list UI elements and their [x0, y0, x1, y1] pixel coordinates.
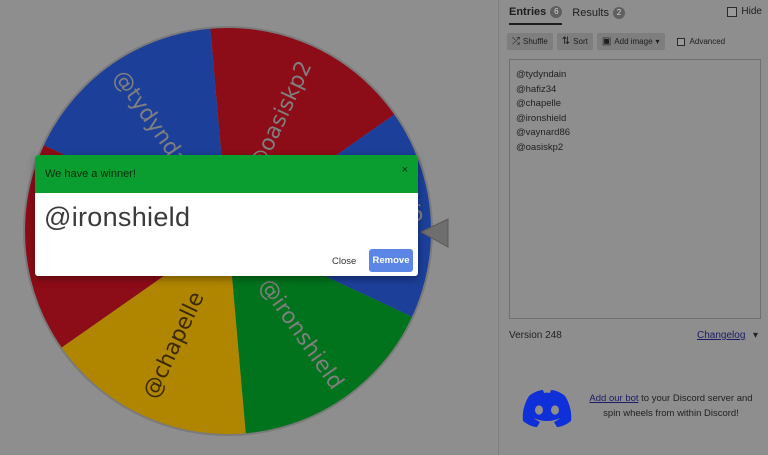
tab-results[interactable]: Results 2 — [572, 4, 625, 25]
shuffle-icon: ⤮ — [512, 36, 520, 47]
advanced-label: Advanced — [689, 37, 726, 46]
entries-count-badge: 6 — [550, 6, 563, 18]
hide-toggle[interactable]: Hide — [727, 6, 762, 17]
entry-item: @chapelle — [516, 98, 562, 110]
advanced-checkbox[interactable] — [676, 37, 685, 46]
results-count-badge: 2 — [612, 7, 625, 19]
tab-bar: Entries 6 Results 2 — [509, 4, 625, 25]
add-image-label: Add image — [614, 37, 653, 46]
changelog-link[interactable]: Changelog — [697, 330, 746, 341]
hide-label: Hide — [741, 6, 762, 17]
wheel-slice — [228, 231, 413, 435]
entries-textarea[interactable]: @tydyndain @hafiz34 @chapelle @ironshiel… — [509, 59, 761, 319]
remove-button[interactable]: Remove — [369, 249, 413, 272]
chevron-down-icon[interactable]: ▾ — [753, 330, 759, 341]
hide-checkbox[interactable] — [727, 6, 738, 17]
tab-entries-label: Entries — [509, 6, 547, 18]
entry-item: @tydyndain — [516, 69, 567, 80]
entries-toolbar: ⤮ Shuffle ⇅ Sort ▣ Add image ▾ Advanced — [507, 33, 725, 50]
version-label: Version 248 — [509, 330, 562, 341]
discord-icon — [522, 390, 572, 427]
entry-item: @oasiskp2 — [516, 141, 564, 153]
wheel-slice — [60, 231, 246, 436]
shuffle-label: Shuffle — [523, 37, 548, 46]
winner-name: @ironshield — [44, 202, 191, 232]
add-image-button[interactable]: ▣ Add image ▾ — [596, 33, 665, 50]
image-icon: ▣ — [601, 36, 612, 47]
sort-label: Sort — [573, 37, 588, 46]
side-panel: Entries 6 Results 2 Hide ⤮ Shuffle ⇅ Sor… — [498, 0, 768, 455]
tab-results-label: Results — [572, 7, 609, 19]
dialog-close-icon[interactable]: × — [401, 164, 408, 176]
tab-entries[interactable]: Entries 6 — [509, 4, 563, 25]
add-bot-link[interactable]: Add our bot — [589, 393, 639, 404]
discord-promo-text: to your Discord server and spin wheels f… — [603, 393, 753, 419]
sort-button[interactable]: ⇅ Sort — [556, 33, 593, 50]
entry-item: @ironshield — [516, 112, 567, 124]
advanced-toggle[interactable]: Advanced — [676, 37, 726, 46]
entry-item: @vaynard86 — [516, 127, 571, 139]
entry-item: @hafiz34 — [516, 83, 557, 95]
close-button[interactable]: Close — [332, 256, 357, 267]
dialog-header: We have a winner! — [35, 155, 418, 193]
wheel-pointer — [419, 218, 449, 248]
shuffle-button[interactable]: ⤮ Shuffle — [507, 33, 553, 50]
winner-dialog: We have a winner! × @ironshield Close Re… — [35, 155, 418, 276]
sort-icon: ⇅ — [561, 36, 571, 47]
discord-promo: Add our bot to your Discord server and s… — [581, 391, 761, 421]
chevron-down-icon: ▾ — [655, 37, 660, 46]
dialog-title: We have a winner! — [45, 168, 136, 180]
